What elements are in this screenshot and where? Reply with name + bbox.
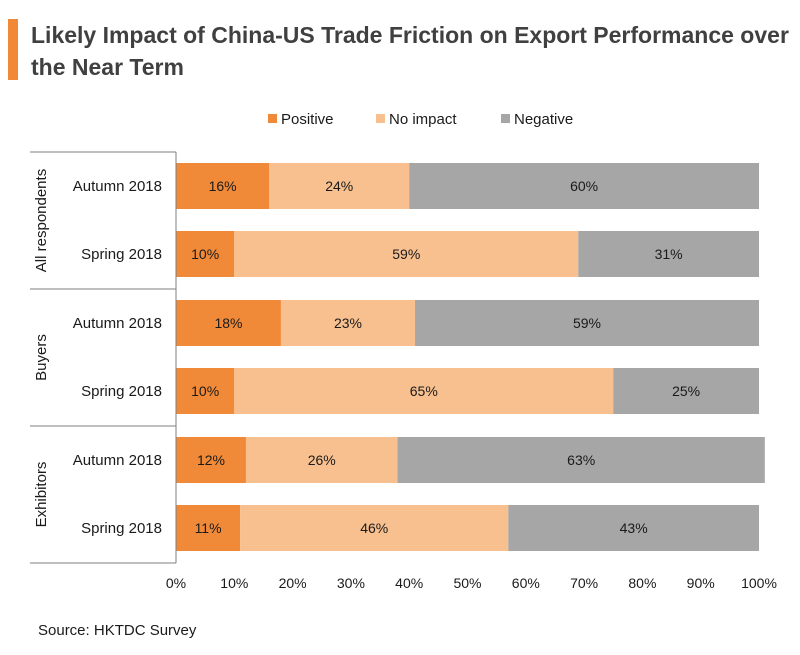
data-label-1-1: 59% (392, 246, 420, 262)
bar-segment-2-1 (280, 300, 416, 346)
data-label-1-0: 10% (191, 246, 219, 262)
legend-label-0: Positive (281, 111, 334, 128)
category-label-1: Spring 2018 (81, 246, 162, 263)
bar-segment-0-1 (269, 163, 410, 209)
data-label-4-0: 12% (197, 452, 225, 468)
data-label-1-2: 31% (655, 246, 683, 262)
bar-segment-0-2 (409, 163, 759, 209)
category-label-0: Autumn 2018 (73, 178, 162, 195)
x-tick-label-5: 50% (453, 575, 481, 591)
legend-label-2: Negative (514, 111, 573, 128)
x-tick-label-8: 80% (628, 575, 656, 591)
bar-segment-5-0 (176, 505, 241, 551)
data-label-0-2: 60% (570, 178, 598, 194)
bar-segment-4-0 (176, 437, 246, 483)
x-tick-label-2: 20% (279, 575, 307, 591)
category-label-3: Spring 2018 (81, 383, 162, 400)
bar-segment-5-2 (508, 505, 759, 551)
x-tick-label-6: 60% (512, 575, 540, 591)
x-tick-label-4: 40% (395, 575, 423, 591)
data-label-5-1: 46% (360, 520, 388, 536)
group-label-2: Exhibitors (33, 462, 50, 528)
x-tick-label-10: 100% (741, 575, 777, 591)
data-label-2-2: 59% (573, 315, 601, 331)
bar-segment-4-1 (245, 437, 398, 483)
x-tick-label-7: 70% (570, 575, 598, 591)
source-note: Source: HKTDC Survey (38, 622, 197, 639)
data-label-3-1: 65% (410, 383, 438, 399)
category-label-2: Autumn 2018 (73, 315, 162, 332)
group-label-0: All respondents (33, 169, 50, 272)
group-label-1: Buyers (33, 334, 50, 381)
bar-segment-1-2 (578, 231, 759, 277)
legend-label-1: No impact (389, 111, 457, 128)
legend-swatch-2 (501, 114, 510, 123)
data-label-3-2: 25% (672, 383, 700, 399)
data-label-2-1: 23% (334, 315, 362, 331)
x-tick-label-1: 10% (220, 575, 248, 591)
bar-segment-0-0 (176, 163, 270, 209)
data-label-0-0: 16% (209, 178, 237, 194)
bar-segment-3-0 (176, 368, 235, 414)
data-label-5-2: 43% (620, 520, 648, 536)
title-accent-bar (8, 19, 18, 80)
legend-swatch-1 (376, 114, 385, 123)
data-label-4-2: 63% (567, 452, 595, 468)
bar-segment-1-1 (234, 231, 579, 277)
data-label-3-0: 10% (191, 383, 219, 399)
data-label-5-0: 11% (195, 520, 222, 536)
bar-segment-3-2 (613, 368, 759, 414)
x-tick-label-3: 30% (337, 575, 365, 591)
bar-segment-2-0 (176, 300, 281, 346)
category-label-4: Autumn 2018 (73, 452, 162, 469)
category-label-5: Spring 2018 (81, 520, 162, 537)
bar-segment-4-2 (397, 437, 765, 483)
bar-segment-2-2 (415, 300, 759, 346)
x-tick-label-0: 0% (166, 575, 186, 591)
chart-title: Likely Impact of China-US Trade Friction… (31, 22, 789, 80)
data-label-2-0: 18% (214, 315, 242, 331)
data-label-4-1: 26% (308, 452, 336, 468)
bar-segment-5-1 (240, 505, 509, 551)
data-label-0-1: 24% (325, 178, 353, 194)
legend-swatch-0 (268, 114, 277, 123)
x-tick-label-9: 90% (687, 575, 715, 591)
bar-segment-3-1 (234, 368, 614, 414)
bar-segment-1-0 (176, 231, 235, 277)
